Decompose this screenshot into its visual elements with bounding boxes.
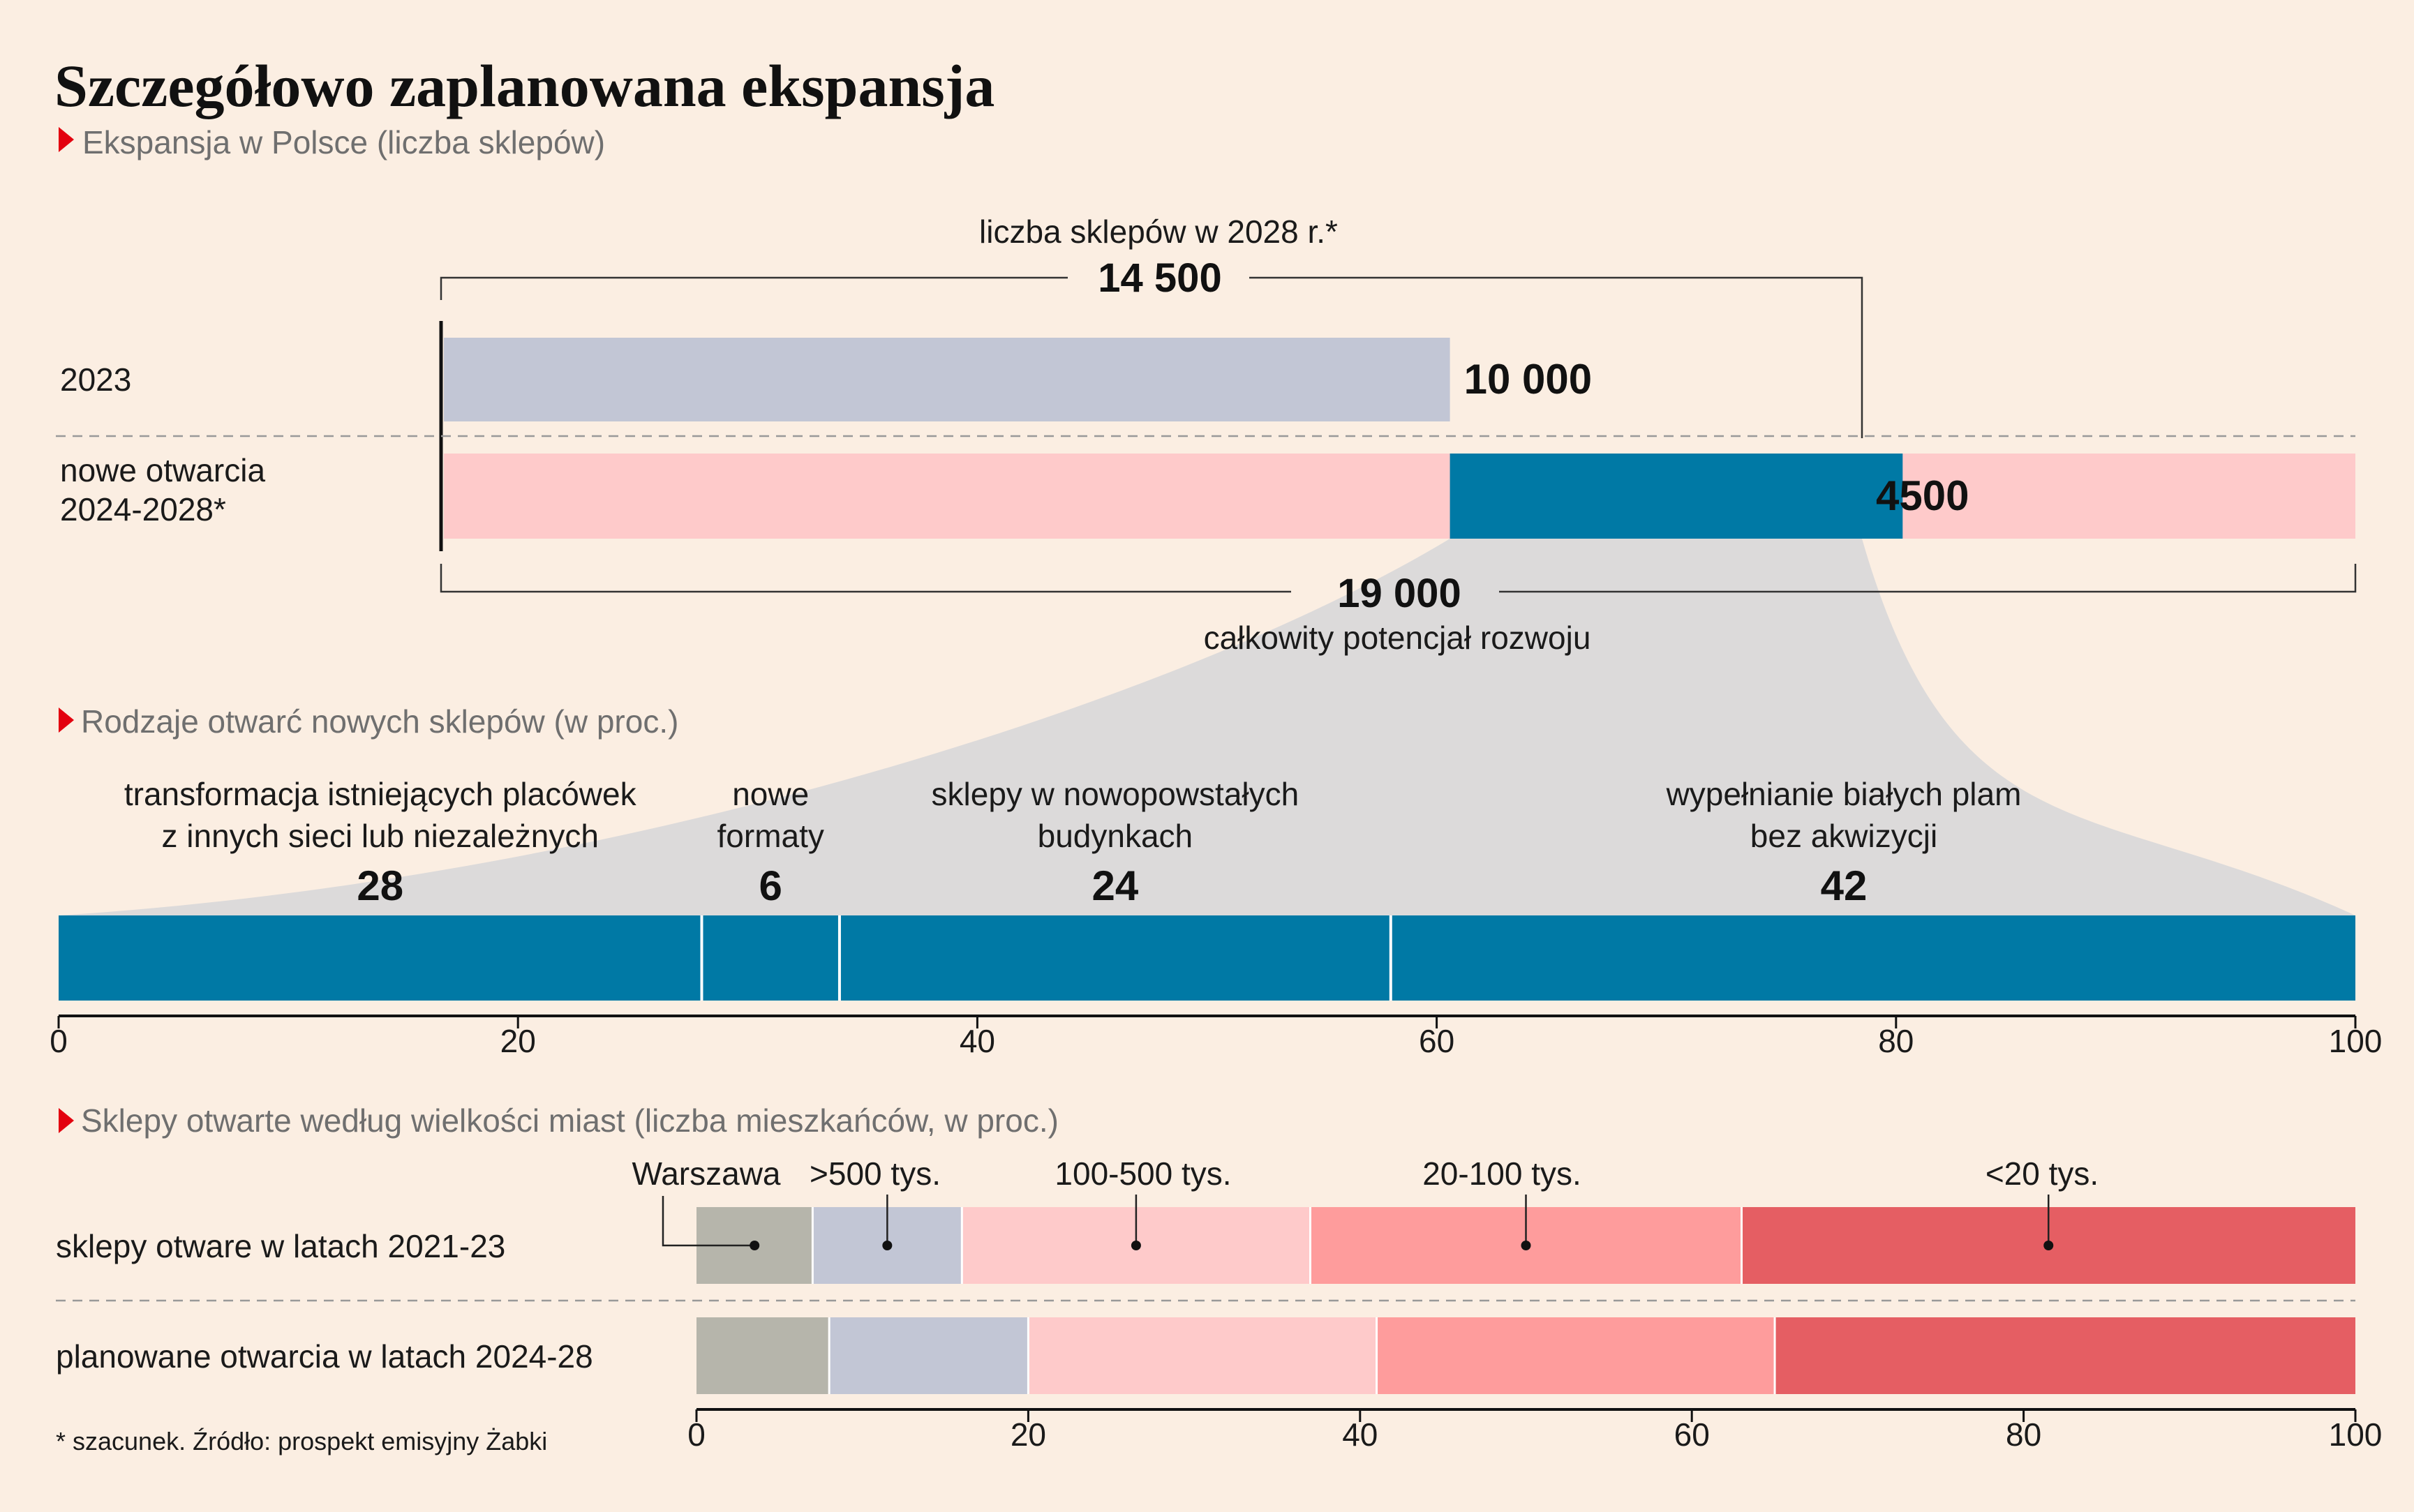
stack-segment xyxy=(696,1317,830,1394)
section3-leader-lines xyxy=(662,1195,2054,1250)
bracket-top-label: liczba sklepów w 2028 r.* xyxy=(979,214,1338,250)
bracket-bottom-label: całkowity potencjał rozwoju xyxy=(1204,620,1591,656)
segment-label-line2: bez akwizycji xyxy=(1750,818,1937,854)
bar-new-openings xyxy=(1450,454,1903,539)
leader-dot xyxy=(2043,1241,2054,1250)
axis-tick-label: 40 xyxy=(960,1023,995,1059)
projection-fan xyxy=(59,539,2355,915)
segment-label-line2: formaty xyxy=(717,818,824,854)
section3-marker-icon xyxy=(59,1108,74,1133)
section3-subtitle: Sklepy otwarte według wielkości miast (l… xyxy=(81,1102,1059,1139)
footnote: * szacunek. Źródło: prospekt emisyjny Ża… xyxy=(56,1427,547,1455)
section3-category-labels: Warszawa >500 tys. 100-500 tys. 20-100 tys.… xyxy=(632,1155,2099,1192)
axis-tick-label: 100 xyxy=(2329,1416,2383,1453)
row-label-2023: 2023 xyxy=(60,361,131,398)
axis-tick-label: 0 xyxy=(687,1416,706,1453)
row-label-new-openings-line2: 2024-2028* xyxy=(60,491,226,527)
section3-axis: 0 20 40 60 80 100 xyxy=(687,1409,2382,1453)
bar-segment-4 xyxy=(1390,915,2355,1001)
segment-label-line1: transformacja istniejących placówek xyxy=(124,776,637,812)
category-label: Warszawa xyxy=(632,1155,781,1192)
section1-marker-icon xyxy=(59,127,74,152)
axis-tick-label: 60 xyxy=(1674,1416,1710,1453)
row-label-2024-28: planowane otwarcia w latach 2024-28 xyxy=(56,1338,593,1375)
segment-label-line1: nowe xyxy=(732,776,809,812)
axis-tick-label: 80 xyxy=(1878,1023,1914,1059)
section2-subtitle: Rodzaje otwarć nowych sklepów (w proc.) xyxy=(81,703,678,740)
leader-dot xyxy=(882,1241,893,1250)
value-label-new-openings: 4500 xyxy=(1876,472,1969,519)
axis-tick-label: 20 xyxy=(500,1023,536,1059)
axis-tick-label: 20 xyxy=(1011,1416,1046,1453)
segment-value-label: 42 xyxy=(1821,862,1868,909)
axis-tick-label: 100 xyxy=(2329,1023,2383,1059)
leader-dot xyxy=(1131,1241,1141,1250)
stack-segment xyxy=(1028,1317,1377,1394)
segment-value-label: 24 xyxy=(1091,862,1138,909)
category-label: <20 tys. xyxy=(1985,1155,2099,1192)
bar-segment-3 xyxy=(839,915,1391,1001)
stack-segment xyxy=(1376,1317,1775,1394)
section2-axis: 0 20 40 60 80 100 xyxy=(50,1016,2382,1059)
category-label: >500 tys. xyxy=(810,1155,941,1192)
leader-line xyxy=(662,1196,755,1247)
bar-segment-2 xyxy=(701,915,840,1001)
axis-tick-label: 0 xyxy=(50,1023,68,1059)
value-label-2023: 10 000 xyxy=(1464,356,1593,403)
bracket-bottom-value: 19 000 xyxy=(1337,571,1461,616)
segment-label-line1: wypełnianie białych plam xyxy=(1666,776,2022,812)
section2-marker-icon xyxy=(59,708,74,733)
page-title: Szczegółowo zaplanowana ekspansja xyxy=(54,52,994,119)
section1-subtitle: Ekspansja w Polsce (liczba sklepów) xyxy=(82,124,605,160)
stack-segment xyxy=(829,1317,1029,1394)
leader-dot xyxy=(1521,1241,1531,1250)
segment-value-label: 28 xyxy=(357,862,403,909)
axis-tick-label: 80 xyxy=(2006,1416,2041,1453)
bar-2023 xyxy=(444,338,1450,421)
segment-label-line2: budynkach xyxy=(1038,818,1193,854)
bar-potential-background xyxy=(444,454,2355,539)
segment-label-line2: z innych sieci lub niezależnych xyxy=(162,818,599,854)
axis-tick-label: 60 xyxy=(1419,1023,1454,1059)
stack-segment xyxy=(1775,1317,2355,1394)
row-label-new-openings-line1: nowe otwarcia xyxy=(60,452,265,488)
segment-label-line1: sklepy w nowopowstałych xyxy=(932,776,1299,812)
bracket-top-value: 14 500 xyxy=(1098,255,1221,301)
category-label: 100-500 tys. xyxy=(1055,1155,1231,1192)
section3-bars xyxy=(696,1207,2355,1394)
bracket-top xyxy=(440,276,1863,438)
category-label: 20-100 tys. xyxy=(1422,1155,1581,1192)
section2-bars xyxy=(59,915,2355,1001)
bracket-bottom xyxy=(440,564,2357,593)
axis-tick-label: 40 xyxy=(1342,1416,1378,1453)
leader-dot xyxy=(750,1241,760,1250)
segment-value-label: 6 xyxy=(759,862,782,909)
row-label-2021-23: sklepy otware w latach 2021-23 xyxy=(56,1228,505,1264)
bar-segment-1 xyxy=(59,915,702,1001)
section2-labels: transformacja istniejących placówek z inn… xyxy=(124,776,2022,909)
